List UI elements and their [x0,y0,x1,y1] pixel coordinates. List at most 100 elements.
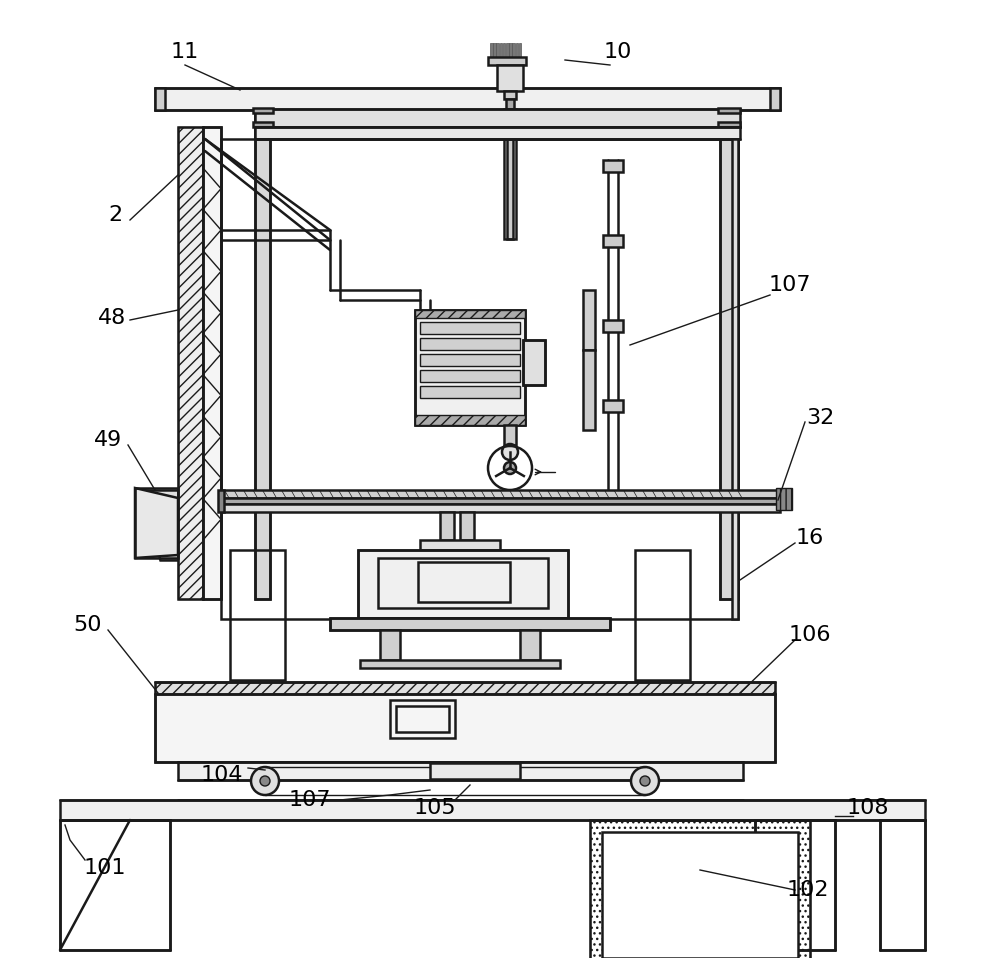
Bar [218,490,224,512]
Text: 11: 11 [171,42,199,62]
Bar [420,322,520,334]
Bar [420,338,520,350]
Circle shape [260,776,270,786]
Bar [415,415,525,425]
Bar [415,310,525,425]
Bar [488,57,526,65]
Bar [718,108,740,113]
Bar [420,370,520,382]
Bar [178,127,203,599]
Bar [496,43,499,57]
Bar [512,43,515,57]
Circle shape [502,444,518,460]
Bar [493,43,496,57]
Bar [415,310,525,425]
Bar [418,562,510,602]
Bar [602,832,798,958]
Text: 16: 16 [796,528,824,548]
Text: 50: 50 [74,615,102,635]
Bar [506,99,514,109]
Bar [718,122,740,127]
Bar [203,127,221,599]
Bar [255,109,270,599]
Bar [358,550,568,618]
Bar [440,512,454,540]
Bar [255,127,740,139]
Bar [155,682,775,694]
Text: 48: 48 [98,308,126,328]
Bar [516,43,518,57]
Bar [420,386,520,398]
Bar [497,65,523,91]
Bar [504,109,516,239]
Bar [255,109,270,599]
Bar [420,354,520,366]
Ellipse shape [631,767,659,795]
Bar [396,706,449,732]
Bar [583,350,595,430]
Bar [330,618,610,630]
Text: 10: 10 [604,42,632,62]
Bar [358,550,568,618]
Text: 101: 101 [84,858,126,878]
Text: 107: 107 [769,275,811,295]
Bar [732,139,738,619]
Bar [603,160,623,172]
Bar [330,618,610,630]
Bar [755,820,835,950]
Bar [460,512,474,540]
Bar [203,127,221,599]
Bar [155,88,780,110]
Bar [420,540,500,550]
Bar [155,682,775,762]
Bar [178,762,743,780]
Bar [507,109,513,239]
Bar [520,630,540,660]
Bar [504,425,516,445]
Bar [720,109,738,599]
Bar [253,122,273,127]
Bar [590,820,810,958]
Bar [222,504,780,512]
Text: 105: 105 [414,798,456,818]
Bar [155,694,775,762]
Text: 107: 107 [289,790,331,810]
Bar [500,43,502,57]
Bar [603,320,623,332]
Bar [523,340,545,385]
Bar [430,763,520,779]
Bar [770,88,780,110]
Bar [178,127,203,599]
Bar [504,91,516,99]
Bar [360,660,560,668]
Text: 102: 102 [787,880,829,900]
Bar [230,550,285,680]
Bar [880,820,925,950]
Bar [490,43,492,57]
Bar [635,550,690,680]
Bar [590,820,810,958]
Bar [602,832,798,958]
Bar [380,630,400,660]
Bar [519,43,521,57]
Bar [503,43,505,57]
Bar [221,139,738,619]
Text: 104: 104 [201,765,243,785]
Bar [720,109,738,599]
Bar [506,43,509,57]
Ellipse shape [251,767,279,795]
Bar [415,310,525,318]
Bar [509,43,512,57]
Bar [135,488,178,558]
Text: 108: 108 [847,798,889,818]
Bar [222,498,780,504]
Bar [378,558,548,608]
Text: 106: 106 [789,625,831,645]
Circle shape [640,776,650,786]
Bar [60,820,170,950]
Bar [776,488,792,510]
Text: 32: 32 [806,408,834,428]
Bar [390,700,455,738]
Bar [255,109,740,127]
Circle shape [504,462,516,474]
